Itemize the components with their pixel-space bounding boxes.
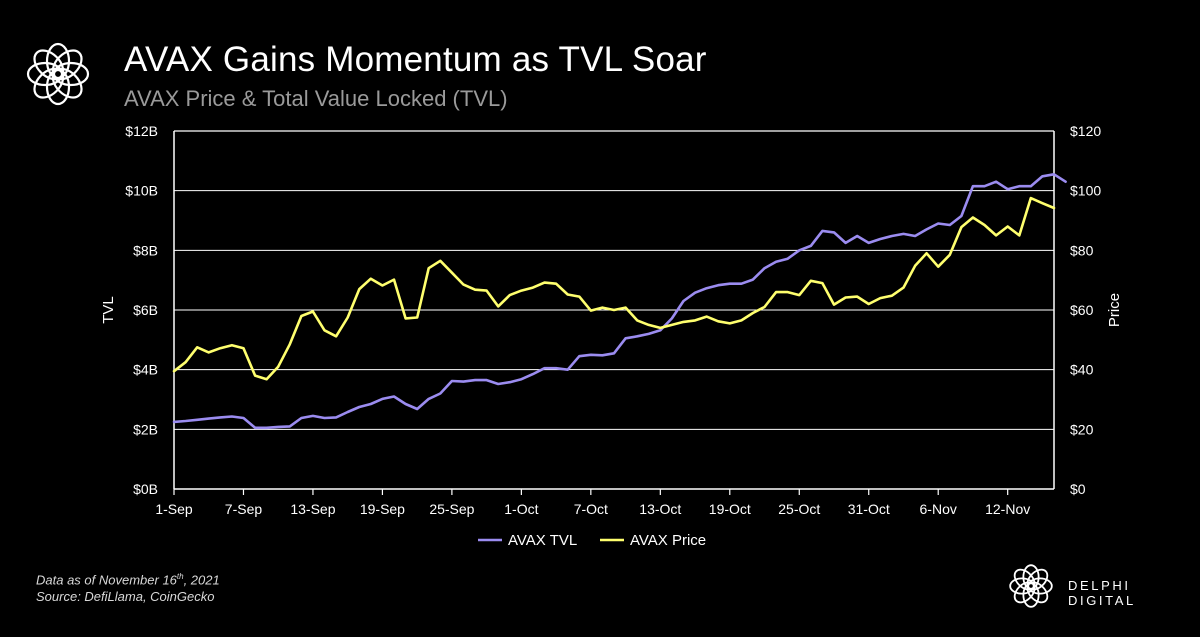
- x-tick-label: 19-Oct: [709, 501, 751, 517]
- x-tick-label: 7-Oct: [574, 501, 608, 517]
- x-tick-label: 12-Nov: [985, 501, 1030, 517]
- y-tick-label: $12B: [125, 123, 158, 139]
- chart-title: AVAX Gains Momentum as TVL Soar: [124, 40, 707, 79]
- footnote: Data as of November 16th, 2021 Source: D…: [36, 568, 220, 605]
- y-axis-title: TVL: [100, 296, 117, 324]
- y2-tick-label: $80: [1070, 242, 1094, 258]
- y2-tick-label: $40: [1070, 362, 1094, 378]
- chart-subtitle: AVAX Price & Total Value Locked (TVL): [124, 86, 508, 111]
- x-tick-label: 13-Oct: [639, 501, 681, 517]
- x-tick-label: 7-Sep: [225, 501, 263, 517]
- source-note: Source: DefiLlama, CoinGecko: [36, 589, 215, 605]
- legend-price-label: AVAX Price: [630, 532, 706, 549]
- x-tick-label: 6-Nov: [920, 501, 957, 517]
- y2-axis-title: Price: [1106, 293, 1123, 327]
- y-tick-label: $4B: [133, 362, 158, 378]
- y2-tick-label: $20: [1070, 421, 1094, 437]
- y-tick-label: $6B: [133, 302, 158, 318]
- y2-tick-label: $0: [1070, 481, 1086, 497]
- x-tick-label: 31-Oct: [848, 501, 890, 517]
- y-tick-label: $8B: [133, 242, 158, 258]
- x-tick-label: 25-Sep: [429, 501, 474, 517]
- x-tick-label: 1-Sep: [155, 501, 193, 517]
- y2-tick-label: $60: [1070, 302, 1094, 318]
- delphi-logo-icon: [26, 42, 90, 106]
- x-tick-label: 13-Sep: [290, 501, 335, 517]
- price-series-line: [172, 196, 1056, 381]
- delphi-brand-icon: [1009, 564, 1053, 608]
- data-note: Data as of November 16th, 2021: [36, 572, 220, 588]
- y2-tick-label: $100: [1070, 183, 1101, 199]
- x-tick-label: 25-Oct: [778, 501, 820, 517]
- y-tick-label: $10B: [125, 183, 158, 199]
- brand-name: DELPHI DIGITAL: [1068, 578, 1136, 608]
- x-tick-label: 1-Oct: [504, 501, 538, 517]
- tvl-series-line: [172, 173, 1067, 430]
- legend-tvl-label: AVAX TVL: [508, 532, 577, 549]
- y-tick-label: $2B: [133, 421, 158, 437]
- x-tick-label: 19-Sep: [360, 501, 405, 517]
- y-tick-label: $0B: [133, 481, 158, 497]
- y2-tick-label: $120: [1070, 123, 1101, 139]
